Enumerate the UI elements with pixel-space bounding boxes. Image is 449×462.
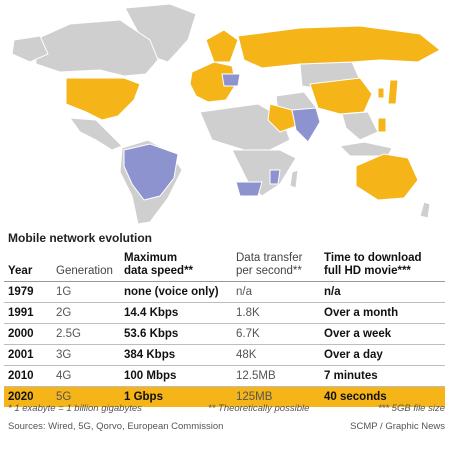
map-saudi-arabia [267, 103, 297, 133]
cell-generation: 2.5G [52, 323, 120, 345]
map-japan [387, 79, 399, 105]
cell-download: n/a [320, 281, 445, 303]
map-madagascar [289, 169, 299, 189]
cell-speed: 14.4 Kbps [120, 302, 232, 324]
sources-text: Sources: Wired, 5G, Qorvo, European Comm… [8, 421, 224, 432]
header-speed-line2: data speed** [124, 265, 194, 277]
table-header-row: Year Generation Maximum data speed** Data… [4, 252, 445, 282]
cell-year: 1979 [4, 281, 52, 303]
cell-generation: 3G [52, 344, 120, 366]
table-body: 1979 1G none (voice only) n/a n/a 1991 2G 14.4 … [4, 281, 445, 407]
cell-download: 7 minutes [320, 365, 445, 387]
cell-download: Over a month [320, 302, 445, 324]
cell-generation: 5G [52, 386, 120, 407]
cell-download: Over a week [320, 323, 445, 345]
map-brazil [123, 143, 179, 201]
map-alaska [11, 35, 49, 63]
footnote-exabyte: * 1 exabyte = 1 billion gigabytes [8, 403, 142, 414]
map-australia [355, 153, 419, 201]
table-row: 2000 2.5G 53.6 Kbps 6.7K Over a week [4, 323, 445, 345]
map-new-zealand [419, 201, 431, 219]
footnote-theoretical: ** Theoretically possible [208, 403, 310, 414]
cell-download: 40 seconds [320, 386, 445, 407]
header-download-line1: Time to download [324, 252, 422, 264]
header-speed-line1: Maximum [124, 252, 178, 264]
header-transfer-line1: Data transfer [236, 252, 303, 264]
cell-year: 2001 [4, 344, 52, 366]
table-row: 1979 1G none (voice only) n/a n/a [4, 281, 445, 303]
cell-transfer: 125MB [232, 386, 320, 407]
map-eastern-europe [221, 73, 241, 87]
map-south-africa [235, 181, 263, 197]
network-evolution-table: Year Generation Maximum data speed** Data… [4, 252, 445, 407]
header-speed: Maximum data speed** [120, 252, 232, 282]
credit-text: SCMP / Graphic News [350, 421, 445, 432]
map-central-africa [231, 149, 297, 197]
cell-download: Over a day [320, 344, 445, 366]
cell-year: 2020 [4, 386, 52, 407]
cell-transfer: 12.5MB [232, 365, 320, 387]
map-scandinavia [205, 29, 239, 63]
table-row: 1991 2G 14.4 Kbps 1.8K Over a month [4, 302, 445, 324]
cell-year: 2000 [4, 323, 52, 345]
cell-year: 1991 [4, 302, 52, 324]
cell-speed: 384 Kbps [120, 344, 232, 366]
cell-transfer: 6.7K [232, 323, 320, 345]
cell-speed: none (voice only) [120, 281, 232, 303]
map-philippines [377, 117, 387, 133]
cell-transfer: n/a [232, 281, 320, 303]
header-year: Year [4, 252, 52, 282]
cell-transfer: 1.8K [232, 302, 320, 324]
map-india [291, 107, 321, 143]
header-generation: Generation [52, 252, 120, 282]
cell-speed: 53.6 Kbps [120, 323, 232, 345]
map-canada [33, 19, 159, 77]
map-usa [65, 77, 141, 121]
cell-generation: 2G [52, 302, 120, 324]
map-indonesia [338, 141, 393, 157]
map-south-korea [377, 87, 385, 99]
map-russia [237, 25, 441, 69]
cell-year: 2010 [4, 365, 52, 387]
cell-speed: 1 Gbps [120, 386, 232, 407]
world-map [11, 3, 441, 225]
table-row: 2020 5G 1 Gbps 125MB 40 seconds [4, 386, 445, 407]
header-transfer-line2: per second** [236, 265, 302, 277]
section-title: Mobile network evolution [8, 231, 153, 245]
map-europe-west [189, 61, 237, 103]
table-row: 2001 3G 384 Kbps 48K Over a day [4, 344, 445, 366]
header-transfer: Data transfer per second** [232, 252, 320, 282]
header-download-line2: full HD movie*** [324, 265, 411, 277]
cell-generation: 1G [52, 281, 120, 303]
cell-speed: 100 Mbps [120, 365, 232, 387]
map-china [309, 77, 373, 115]
map-southeast-asia [341, 111, 379, 141]
cell-transfer: 48K [232, 344, 320, 366]
map-mexico-central-america [68, 117, 123, 151]
header-download: Time to download full HD movie*** [320, 252, 445, 282]
map-mozambique [269, 169, 281, 185]
cell-generation: 4G [52, 365, 120, 387]
map-north-africa [199, 103, 291, 151]
table-row: 2010 4G 100 Mbps 12.5MB 7 minutes [4, 365, 445, 387]
footnote-filesize: *** 5GB file size [377, 403, 445, 414]
